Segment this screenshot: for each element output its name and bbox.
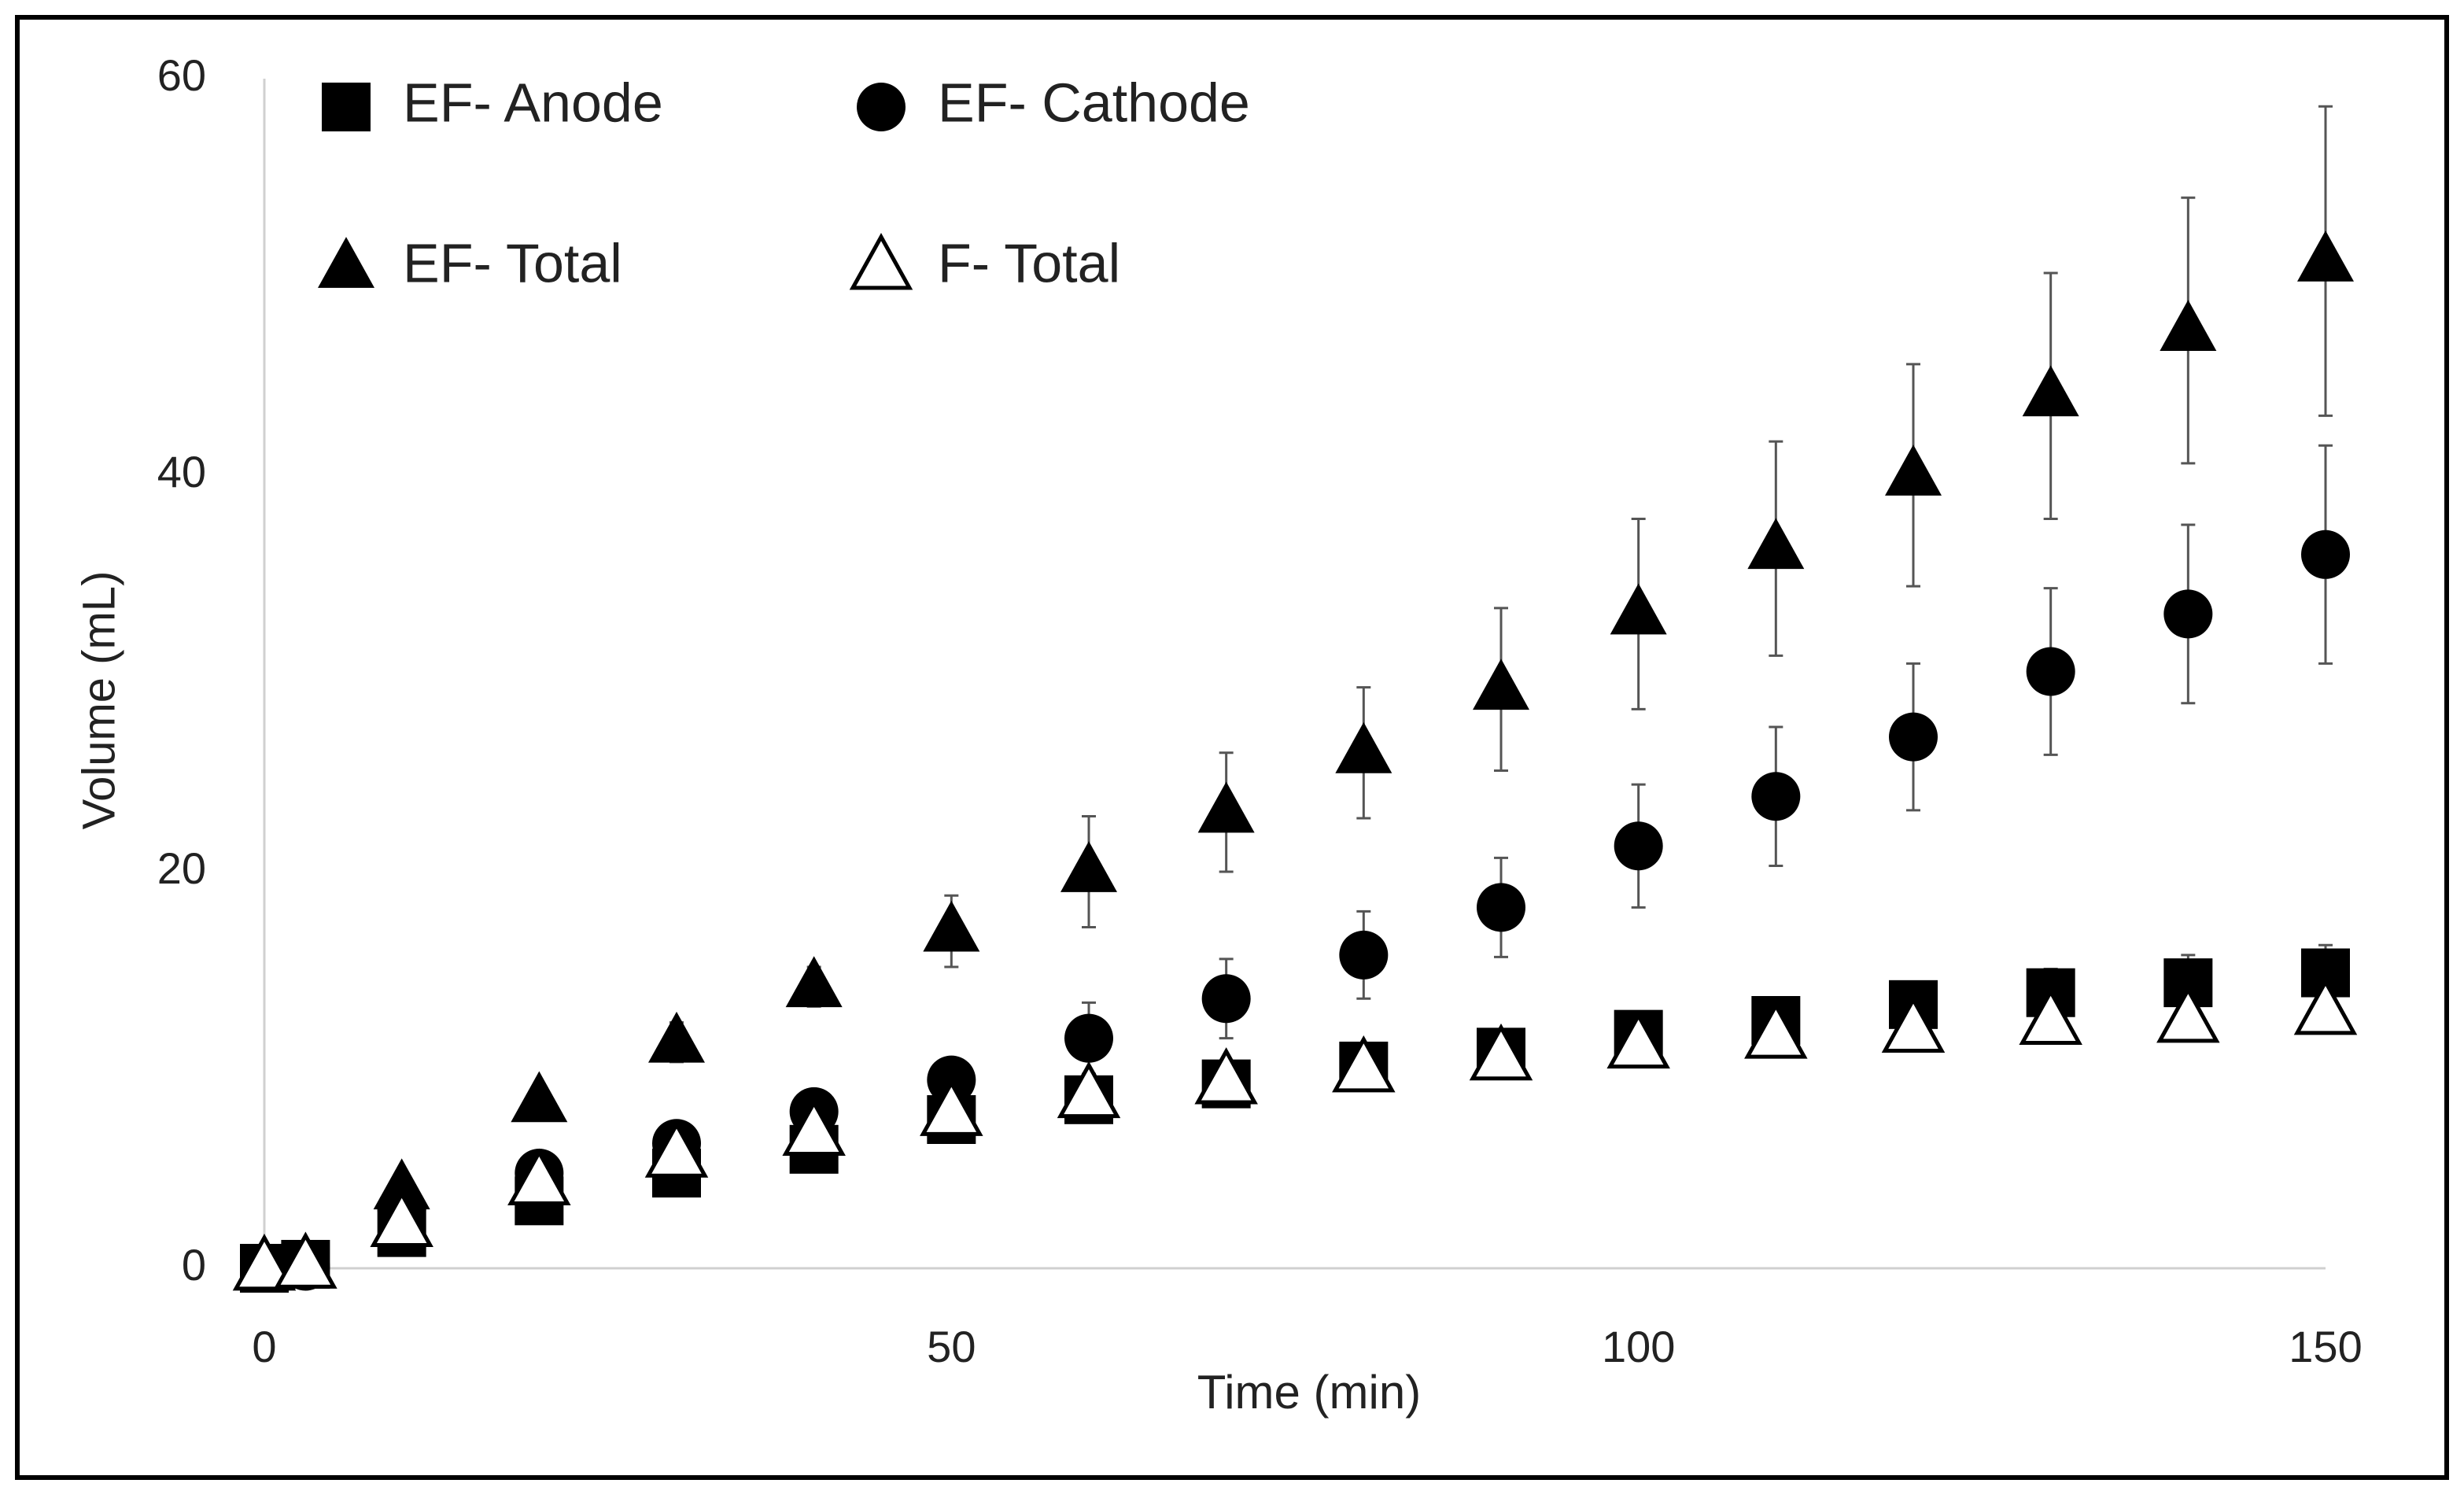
marker-circle xyxy=(1889,712,1938,762)
y-tick-label: 40 xyxy=(157,447,206,496)
marker-triangle-open xyxy=(1744,1002,1808,1059)
marker-triangle xyxy=(923,900,980,952)
marker-circle xyxy=(2301,529,2350,579)
marker-circle xyxy=(1339,930,1389,980)
y-tick-label: 60 xyxy=(157,50,206,100)
marker-circle xyxy=(1064,1013,1113,1063)
marker-triangle-open xyxy=(1194,1047,1258,1105)
marker-triangle xyxy=(1885,445,1942,496)
x-tick-label: 50 xyxy=(927,1322,976,1371)
marker-triangle xyxy=(1060,841,1117,892)
marker-triangle-open xyxy=(2293,977,2358,1035)
legend-marker xyxy=(849,232,913,290)
marker-triangle-open xyxy=(1881,995,1946,1053)
marker-triangle xyxy=(1473,659,1529,710)
x-tick-label: 100 xyxy=(1602,1322,1675,1371)
legend-label: EF- Anode xyxy=(403,72,663,133)
marker-triangle-open xyxy=(1057,1061,1121,1119)
marker-triangle xyxy=(1197,781,1255,833)
marker-triangle-open xyxy=(1332,1035,1396,1093)
y-axis-title: Volume (mL) xyxy=(73,571,124,830)
legend-marker xyxy=(857,83,906,131)
marker-triangle xyxy=(2022,365,2079,417)
legend-label: EF- Cathode xyxy=(938,72,1250,133)
marker-triangle xyxy=(785,956,843,1008)
marker-triangle-open xyxy=(1606,1011,1670,1069)
marker-triangle-open xyxy=(232,1233,297,1291)
x-tick-label: 0 xyxy=(252,1322,276,1371)
marker-triangle-open xyxy=(274,1231,338,1289)
legend-marker xyxy=(318,237,374,288)
marker-triangle xyxy=(648,1011,705,1063)
marker-triangle xyxy=(373,1158,430,1210)
legend-marker xyxy=(322,83,371,131)
marker-triangle xyxy=(1610,583,1667,635)
marker-circle xyxy=(1614,821,1663,871)
marker-circle xyxy=(2026,647,2075,696)
marker-triangle xyxy=(2297,230,2354,282)
marker-circle xyxy=(1201,974,1251,1024)
marker-circle xyxy=(2163,589,2213,639)
marker-triangle-open xyxy=(507,1148,571,1206)
chart-frame xyxy=(15,15,2449,1480)
marker-triangle xyxy=(511,1071,568,1123)
y-tick-label: 0 xyxy=(182,1240,206,1290)
marker-circle xyxy=(1477,883,1525,932)
y-tick-label: 20 xyxy=(157,843,206,893)
marker-circle xyxy=(1751,772,1801,821)
marker-triangle-open xyxy=(920,1079,983,1136)
marker-triangle xyxy=(2160,300,2217,351)
marker-triangle-open xyxy=(644,1120,709,1178)
marker-triangle-open xyxy=(370,1190,433,1247)
marker-triangle-open xyxy=(1469,1023,1533,1081)
legend-label: F- Total xyxy=(938,232,1120,293)
marker-triangle-open xyxy=(782,1098,846,1157)
marker-triangle xyxy=(1335,721,1392,773)
x-tick-label: 150 xyxy=(2289,1322,2362,1371)
marker-triangle-open xyxy=(2156,985,2220,1043)
x-axis-title: Time (min) xyxy=(1197,1366,1421,1419)
marker-triangle-open xyxy=(2019,987,2082,1045)
marker-triangle xyxy=(1747,518,1805,570)
legend-label: EF- Total xyxy=(403,232,622,293)
